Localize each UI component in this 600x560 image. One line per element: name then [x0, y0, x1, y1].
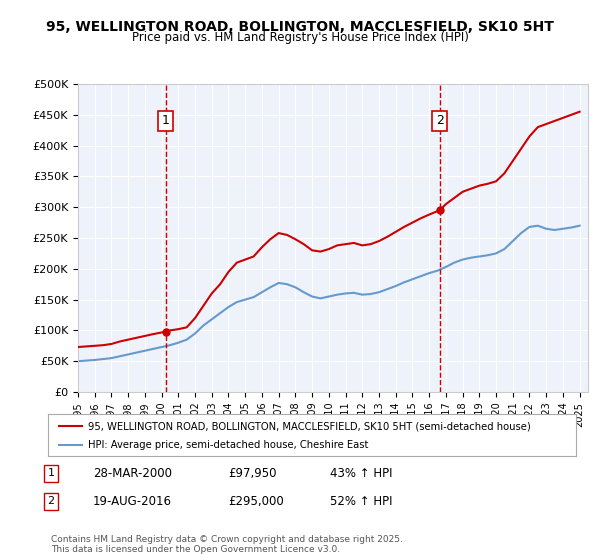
Text: Contains HM Land Registry data © Crown copyright and database right 2025.
This d: Contains HM Land Registry data © Crown c…	[51, 535, 403, 554]
Text: 19-AUG-2016: 19-AUG-2016	[93, 494, 172, 508]
Text: 1: 1	[161, 114, 170, 128]
Text: Price paid vs. HM Land Registry's House Price Index (HPI): Price paid vs. HM Land Registry's House …	[131, 31, 469, 44]
Text: £295,000: £295,000	[228, 494, 284, 508]
Text: 2: 2	[47, 496, 55, 506]
Text: 43% ↑ HPI: 43% ↑ HPI	[330, 466, 392, 480]
Text: 52% ↑ HPI: 52% ↑ HPI	[330, 494, 392, 508]
Text: 2: 2	[436, 114, 443, 128]
Text: HPI: Average price, semi-detached house, Cheshire East: HPI: Average price, semi-detached house,…	[88, 440, 368, 450]
Text: £97,950: £97,950	[228, 466, 277, 480]
Text: 1: 1	[47, 468, 55, 478]
Text: 28-MAR-2000: 28-MAR-2000	[93, 466, 172, 480]
Text: 95, WELLINGTON ROAD, BOLLINGTON, MACCLESFIELD, SK10 5HT (semi-detached house): 95, WELLINGTON ROAD, BOLLINGTON, MACCLES…	[88, 421, 530, 431]
Text: 95, WELLINGTON ROAD, BOLLINGTON, MACCLESFIELD, SK10 5HT: 95, WELLINGTON ROAD, BOLLINGTON, MACCLES…	[46, 20, 554, 34]
